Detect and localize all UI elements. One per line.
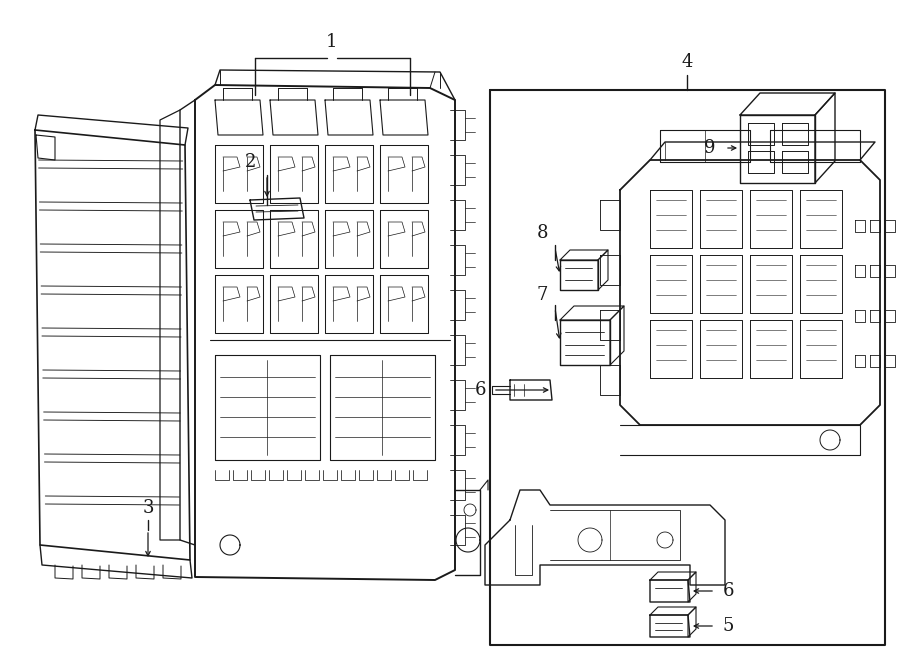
Text: 1: 1 xyxy=(326,33,338,51)
Text: 9: 9 xyxy=(704,139,716,157)
Text: 6: 6 xyxy=(722,582,734,600)
Text: 3: 3 xyxy=(142,499,154,517)
Text: 6: 6 xyxy=(474,381,486,399)
Text: 4: 4 xyxy=(681,53,693,71)
Text: 7: 7 xyxy=(536,286,548,304)
Text: 2: 2 xyxy=(244,153,256,171)
Text: 5: 5 xyxy=(723,617,734,635)
Text: 8: 8 xyxy=(536,224,548,242)
